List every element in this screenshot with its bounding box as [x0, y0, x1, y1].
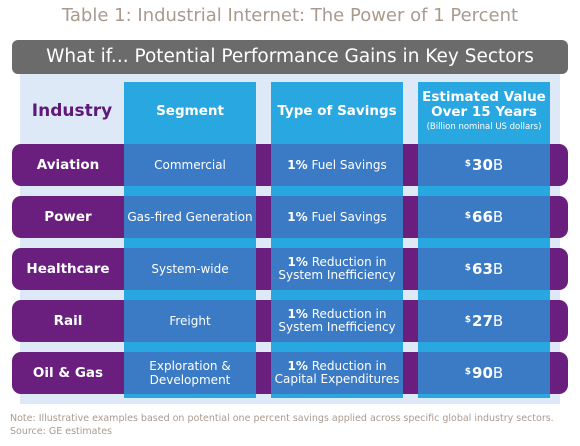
value-amount: 90 — [472, 364, 493, 382]
savings-text: Reduction in System Inefficiency — [278, 255, 396, 282]
savings-text: Fuel Savings — [307, 209, 387, 224]
segment-label: Freight — [169, 314, 211, 328]
currency-symbol: $ — [464, 159, 472, 169]
savings-percent: 1% — [287, 255, 308, 269]
industry-cell: Power — [12, 196, 124, 238]
value-amount: 27 — [472, 312, 493, 330]
value-cell: $30 B — [418, 144, 550, 186]
header-value-line1: Estimated Value — [422, 88, 546, 105]
savings-label: 1% Reduction in Capital Expenditures — [271, 360, 403, 386]
savings-text: Fuel Savings — [307, 157, 387, 172]
segment-label: System-wide — [151, 262, 229, 276]
savings-label: 1% Reduction in System Inefficiency — [271, 256, 403, 282]
industry-label: Power — [44, 209, 92, 225]
value-unit: B — [492, 364, 504, 382]
value-amount: 66 — [472, 208, 493, 226]
footnote: Note: Illustrative examples based on pot… — [10, 412, 576, 438]
section-banner: What if... Potential Performance Gains i… — [12, 40, 568, 74]
savings-percent: 1% — [287, 209, 308, 224]
header-segment: Segment — [156, 103, 224, 119]
currency-symbol: $ — [464, 315, 472, 325]
segment-label: Exploration & Development — [149, 359, 231, 387]
value-cell: $66 B — [418, 196, 550, 238]
industry-label: Oil & Gas — [32, 365, 104, 381]
savings-label: 1% Fuel Savings — [287, 157, 387, 172]
value-unit: B — [492, 260, 504, 278]
segment-cell: Freight — [124, 300, 256, 342]
value-unit: B — [492, 156, 504, 174]
header-value: Estimated Value Over 15 Years (Billion n… — [418, 82, 550, 140]
industry-cell: Oil & Gas — [12, 352, 124, 394]
savings-percent: 1% — [287, 359, 308, 373]
savings-text: Reduction in Capital Expenditures — [274, 359, 400, 386]
currency-symbol: $ — [464, 211, 472, 221]
value-amount: 63 — [472, 260, 493, 278]
value-cell: $27 B — [418, 300, 550, 342]
value-cell: $63 B — [418, 248, 550, 290]
savings-cell: 1% Reduction in System Inefficiency — [271, 300, 403, 342]
segment-cell: Commercial — [124, 144, 256, 186]
currency-symbol: $ — [464, 367, 472, 377]
segment-cell: Exploration & Development — [124, 352, 256, 394]
savings-column — [271, 82, 403, 398]
value-cell: $90 B — [418, 352, 550, 394]
segment-cell: Gas-fired Generation — [124, 196, 256, 238]
savings-cell: 1% Reduction in System Inefficiency — [271, 248, 403, 290]
savings-percent: 1% — [287, 307, 308, 321]
savings-cell: 1% Fuel Savings — [271, 196, 403, 238]
value-amount: 30 — [472, 156, 493, 174]
header-value-sub: (Billion nominal US dollars) — [426, 121, 542, 132]
header-industry: Industry — [31, 101, 113, 121]
value-unit: B — [492, 208, 504, 226]
industry-label: Rail — [53, 313, 83, 329]
savings-percent: 1% — [287, 157, 308, 172]
segment-label: Gas-fired Generation — [127, 210, 253, 224]
industry-cell: Healthcare — [12, 248, 124, 290]
header-savings: Type of Savings — [277, 103, 397, 119]
source-line: Source: GE estimates — [10, 426, 112, 437]
footnote-line: Note: Illustrative examples based on pot… — [10, 413, 554, 424]
segment-cell: System-wide — [124, 248, 256, 290]
header-value-line2: Over 15 Years — [431, 103, 537, 120]
savings-text: Reduction in System Inefficiency — [278, 307, 396, 334]
savings-cell: 1% Fuel Savings — [271, 144, 403, 186]
segment-column — [124, 82, 256, 398]
industry-cell: Aviation — [12, 144, 124, 186]
table-title: Table 1: Industrial Internet: The Power … — [61, 5, 519, 26]
savings-label: 1% Fuel Savings — [287, 209, 387, 224]
savings-label: 1% Reduction in System Inefficiency — [271, 308, 403, 334]
currency-symbol: $ — [464, 263, 472, 273]
value-unit: B — [492, 312, 504, 330]
industry-label: Healthcare — [26, 261, 110, 277]
industry-label: Aviation — [36, 157, 100, 173]
savings-cell: 1% Reduction in Capital Expenditures — [271, 352, 403, 394]
segment-label: Commercial — [154, 158, 226, 172]
industry-cell: Rail — [12, 300, 124, 342]
value-column — [418, 82, 550, 398]
